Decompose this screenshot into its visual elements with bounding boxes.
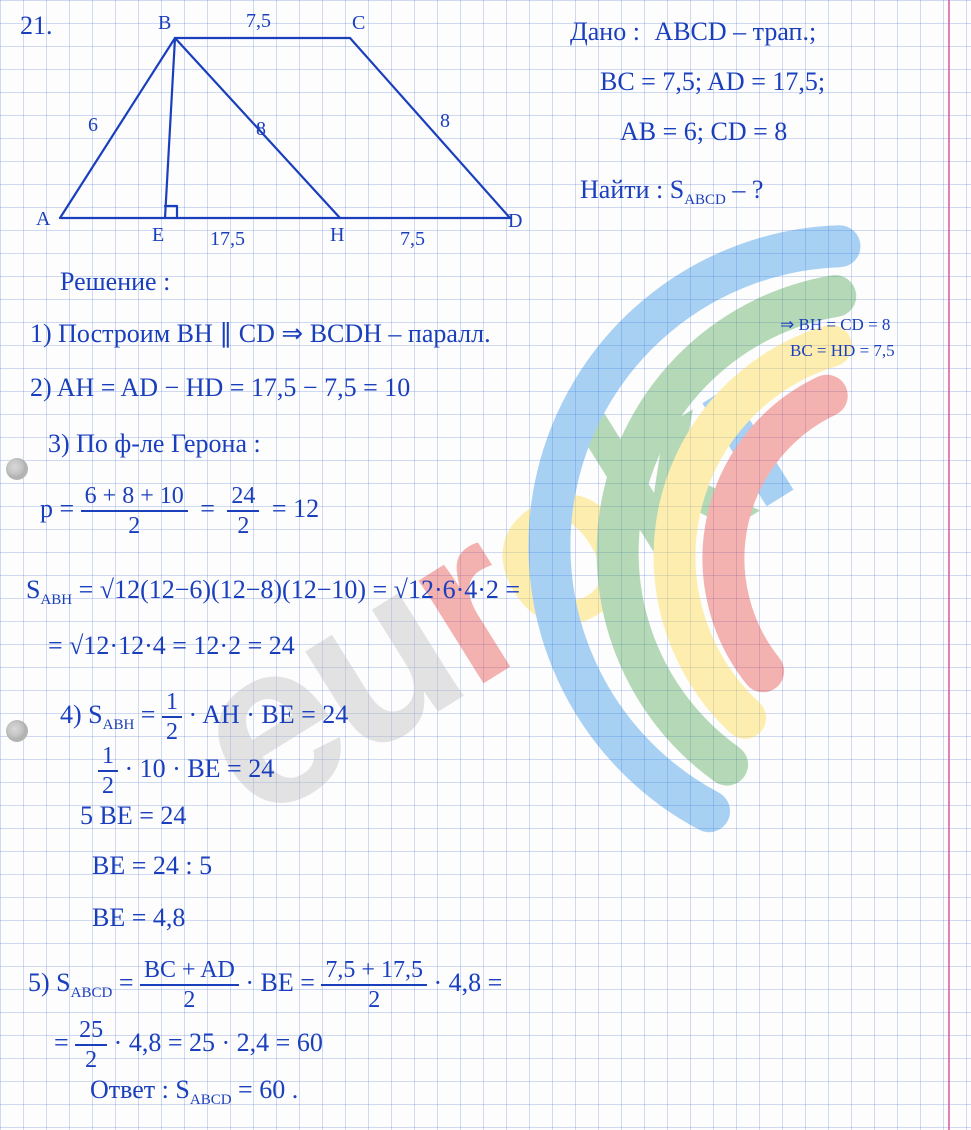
sub: ABH — [103, 717, 135, 733]
heron-expr: = √12(12−6)(12−8)(12−10) = √12·6·4·2 = — [72, 575, 520, 604]
frac-den: 2 — [75, 1046, 107, 1072]
step-4d: BE = 24 : 5 — [92, 852, 212, 881]
frac-den: 2 — [98, 772, 118, 798]
answer-val: = 60 . — [232, 1075, 299, 1104]
vertex-label: B — [158, 12, 171, 34]
frac-num: 24 — [227, 484, 259, 512]
step-3p: p = 6 + 8 + 102 = 242 = 12 — [40, 484, 319, 538]
frac-den: 2 — [140, 986, 239, 1012]
frac-num: 6 + 8 + 10 — [81, 484, 188, 512]
given-line: ABCD – трап.; — [654, 17, 816, 46]
frac-num: BC + AD — [140, 958, 239, 986]
frac-den: 2 — [321, 986, 427, 1012]
p-result: = 12 — [272, 494, 319, 523]
punch-hole — [6, 458, 28, 480]
text: · BE = — [245, 968, 321, 997]
edge-label: 8 — [440, 110, 450, 132]
heron-1: SABH = √12(12−6)(12−8)(12−10) = √12·6·4·… — [26, 576, 520, 609]
find-line: Найти : SABCD – ? — [580, 176, 763, 209]
margin-line — [948, 0, 950, 1130]
text: · 10 · BE = 24 — [125, 754, 275, 783]
edge-label: 7,5 — [400, 228, 425, 250]
find-sub: ABCD — [684, 192, 726, 208]
frac-num: 25 — [75, 1018, 107, 1046]
step-4c: 5 BE = 24 — [80, 802, 186, 831]
vertex-label: D — [508, 210, 522, 232]
answer: Ответ : SABCD = 60 . — [90, 1076, 298, 1109]
text: = — [54, 1028, 75, 1057]
step-5b: = 252 · 4,8 = 25 · 2,4 = 60 — [54, 1018, 323, 1072]
text: = — [134, 700, 162, 729]
answer-sub: ABCD — [190, 1092, 232, 1108]
step-5a: 5) SABCD = BC + AD2 · BE = 7,5 + 17,52 ·… — [28, 958, 502, 1012]
sub: ABCD — [71, 985, 113, 1001]
step-4e: BE = 4,8 — [92, 904, 185, 933]
step-1b: ⇒ BH = CD = 8 — [780, 316, 890, 335]
answer-text: Ответ : S — [90, 1075, 190, 1104]
given-heading: Дано : ABCD – трап.; — [570, 18, 816, 47]
vertex-label: A — [36, 208, 50, 230]
step-4a: 4) SABH = 12 · AH · BE = 24 — [60, 690, 348, 744]
find-tail: – ? — [726, 175, 764, 204]
solution-heading: Решение : — [60, 268, 170, 297]
step-4b: 12 · 10 · BE = 24 — [98, 744, 274, 798]
vertex-label: C — [352, 12, 365, 34]
eq: = — [200, 494, 215, 523]
text: · 4,8 = — [433, 968, 502, 997]
heron-2: = √12·12·4 = 12·2 = 24 — [48, 632, 295, 661]
find-text: Найти : S — [580, 175, 684, 204]
given-heading-text: Дано : — [570, 17, 640, 46]
edge-label: 8 — [256, 118, 266, 140]
s-label: S — [26, 575, 40, 604]
edge-label: 6 — [88, 114, 98, 136]
frac-num: 1 — [162, 690, 182, 718]
given-line: AB = 6; CD = 8 — [620, 118, 787, 147]
frac-den: 2 — [227, 512, 259, 538]
vertex-label: E — [152, 224, 164, 246]
edge-label: 17,5 — [210, 228, 245, 250]
trapezoid-figure: B C A D E H 7,5 8 6 8 17,5 7,5 — [40, 18, 550, 278]
s-sub: ABH — [40, 592, 72, 608]
vertex-label: H — [330, 224, 344, 246]
step-1: 1) Построим BH ∥ CD ⇒ BCDH – паралл. — [30, 320, 491, 349]
text: 4) S — [60, 700, 103, 729]
frac-num: 1 — [98, 744, 118, 772]
text: · 4,8 = 25 · 2,4 = 60 — [114, 1028, 323, 1057]
step-1c: BC = HD = 7,5 — [790, 342, 895, 361]
punch-hole — [6, 720, 28, 742]
edge-label: 7,5 — [246, 10, 271, 32]
step-2: 2) AH = AD − HD = 17,5 − 7,5 = 10 — [30, 374, 410, 403]
text: 5) S — [28, 968, 71, 997]
text: · AH · BE = 24 — [188, 700, 348, 729]
given-line: BC = 7,5; AD = 17,5; — [600, 68, 825, 97]
frac-num: 7,5 + 17,5 — [321, 958, 427, 986]
step-3: 3) По ф-ле Герона : — [48, 430, 261, 459]
frac-den: 2 — [162, 718, 182, 744]
p-equals: p = — [40, 494, 74, 523]
text: = — [112, 968, 140, 997]
frac-den: 2 — [81, 512, 188, 538]
